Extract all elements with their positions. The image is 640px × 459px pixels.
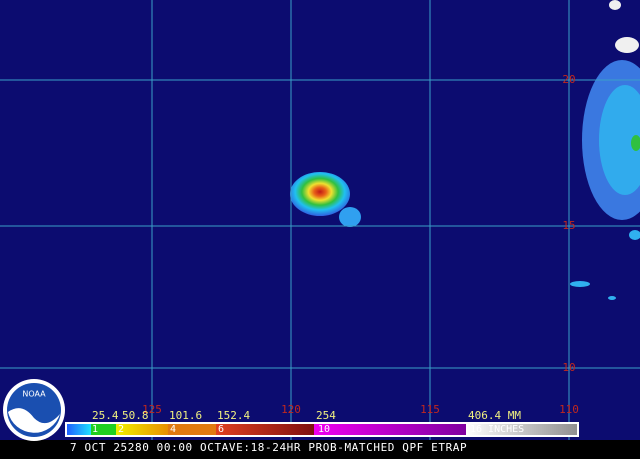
cloud-spot xyxy=(608,296,616,300)
inch-label: 10 xyxy=(318,424,330,435)
footer-caption: 7 OCT 25280 00:00 OCTAVE:18-24HR PROB-MA… xyxy=(70,441,467,454)
inch-label: 6 xyxy=(218,424,224,435)
cloud-core xyxy=(631,135,640,151)
longitude-label: 110 xyxy=(559,403,579,416)
mm-label: 152.4 xyxy=(217,409,250,422)
mm-label: 101.6 xyxy=(169,409,202,422)
ocean xyxy=(0,0,640,440)
color-bar xyxy=(65,422,579,437)
mm-label: 25.4 xyxy=(92,409,119,422)
inch-label: 16 INCHES xyxy=(470,424,524,435)
graticule xyxy=(0,0,640,440)
precip xyxy=(290,0,640,300)
latitude-label: 15 xyxy=(562,219,575,232)
color-segment xyxy=(466,424,577,435)
longitude-label: 115 xyxy=(420,403,440,416)
storm-core xyxy=(290,172,350,216)
footer-band xyxy=(0,440,640,455)
logo-wave xyxy=(8,408,60,433)
cloud-spot xyxy=(570,281,590,287)
mm-label: 406.4 MM xyxy=(468,409,521,422)
color-segment xyxy=(67,424,91,435)
inch-label: 4 xyxy=(170,424,176,435)
mm-label: 254 xyxy=(316,409,336,422)
cloud-spot xyxy=(629,230,640,240)
cloud-spot xyxy=(615,37,639,53)
storm-tail xyxy=(339,207,361,227)
logo-text: NOAA xyxy=(22,390,46,399)
longitude-label: 125 xyxy=(142,403,162,416)
noaa-logo: NOAA xyxy=(3,379,65,441)
latitude-label: 10 xyxy=(562,361,575,374)
longitude-label: 120 xyxy=(281,403,301,416)
color-segment xyxy=(91,424,116,435)
color-segment xyxy=(216,424,314,435)
color-segment xyxy=(168,424,216,435)
cloud-inner xyxy=(599,85,640,195)
color-segment xyxy=(116,424,168,435)
inch-label: 2 xyxy=(118,424,124,435)
inch-label: 1 xyxy=(92,424,98,435)
latitude-label: 20 xyxy=(562,73,575,86)
cloud-spot xyxy=(609,0,621,10)
mm-label: 50.8 xyxy=(122,409,149,422)
color-segment xyxy=(314,424,466,435)
